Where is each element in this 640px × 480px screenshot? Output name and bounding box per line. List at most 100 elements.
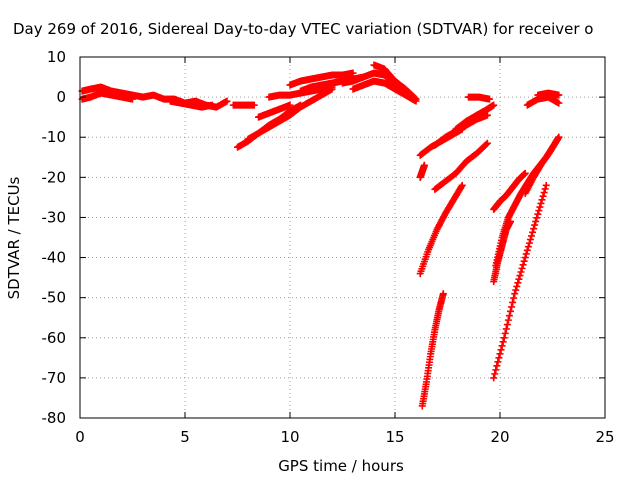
data-point-marker: [250, 101, 258, 109]
x-axis-label: GPS time / hours: [278, 457, 404, 475]
data-point-marker: [513, 282, 521, 290]
y-tick-label: -40: [42, 249, 67, 267]
chart-title: Day 269 of 2016, Sidereal Day-to-day VTE…: [13, 20, 593, 38]
data-point-marker: [490, 374, 498, 382]
data-point-marker: [486, 95, 493, 103]
data-point-marker: [555, 133, 563, 141]
data-point-marker: [208, 101, 216, 109]
data-point-marker: [500, 334, 508, 342]
data-point-marker: [503, 321, 511, 329]
data-point-marker: [490, 101, 498, 109]
data-point-marker: [129, 95, 136, 103]
data-point-marker: [496, 350, 504, 358]
data-point-marker: [349, 69, 357, 77]
data-track: [490, 181, 550, 382]
data-point-marker: [498, 342, 506, 350]
data-point-marker: [525, 239, 533, 247]
x-tick-label: 25: [595, 428, 614, 446]
data-point-marker: [511, 290, 519, 298]
grid-lines: [80, 57, 605, 418]
data-point-marker: [529, 228, 537, 236]
data-point-marker: [508, 303, 516, 311]
data-track: [166, 97, 216, 111]
y-tick-label: 10: [47, 48, 66, 66]
data-point-marker: [520, 257, 528, 265]
data-point-marker: [499, 338, 507, 346]
plot-frame: [79, 56, 606, 419]
data-track: [490, 169, 529, 213]
data-point-marker: [526, 236, 534, 244]
data-point-marker: [555, 91, 563, 99]
axis-ticks: 0 5 10 15 20 25 10 0 -10 -20 -30 -40 -50 -60 -70 -80: [42, 48, 615, 446]
data-point-marker: [223, 97, 231, 105]
data-point-marker: [458, 181, 466, 189]
data-point-marker: [532, 217, 540, 225]
data-point-marker: [537, 199, 545, 207]
data-point-marker: [522, 250, 530, 258]
data-track: [416, 161, 428, 181]
data-point-marker: [555, 99, 563, 107]
data-point-marker: [521, 254, 529, 262]
data-point-marker: [495, 354, 503, 362]
data-track: [431, 139, 491, 193]
y-tick-label: 0: [56, 88, 66, 106]
x-tick-label: 15: [385, 428, 404, 446]
data-point-marker: [518, 264, 526, 272]
data-point-marker: [493, 362, 501, 370]
y-tick-label: -10: [42, 128, 67, 146]
data-point-marker: [420, 161, 428, 169]
y-tick-label: -60: [42, 329, 67, 347]
data-track: [255, 101, 294, 121]
data-point-marker: [505, 312, 513, 320]
data-point-marker: [501, 329, 509, 337]
data-track: [452, 101, 498, 133]
y-axis-label: SDTVAR / TECUs: [5, 176, 23, 299]
data-point-marker: [494, 358, 502, 366]
data-track: [349, 77, 420, 105]
data-point-marker: [538, 196, 546, 204]
data-track: [78, 89, 136, 103]
data-point-marker: [536, 203, 544, 211]
data-track: [431, 111, 491, 149]
data-track: [286, 69, 357, 89]
data-point-marker: [519, 261, 527, 269]
y-tick-label: -80: [42, 409, 67, 427]
data-track: [465, 93, 493, 103]
data-point-marker: [509, 298, 517, 306]
x-tick-label: 0: [75, 428, 85, 446]
data-track: [416, 181, 466, 278]
data-point-marker: [439, 290, 447, 298]
data-point-marker: [411, 94, 419, 102]
data-point-marker: [507, 307, 514, 315]
data-track: [229, 101, 258, 109]
y-tick-label: -30: [42, 208, 67, 226]
data-point-marker: [524, 243, 532, 251]
data-track: [534, 89, 563, 99]
data-point-marker: [482, 140, 490, 148]
data-point-marker: [510, 294, 518, 302]
data-point-marker: [531, 221, 539, 229]
data-point-marker: [492, 366, 500, 374]
data-point-marker: [523, 246, 531, 254]
data-point-marker: [534, 210, 542, 218]
data-point-marker: [483, 139, 491, 147]
data-track: [521, 133, 563, 197]
y-tick-label: -20: [42, 168, 67, 186]
data-point-marker: [540, 189, 548, 197]
data-point-marker: [535, 207, 543, 215]
data-point-marker: [528, 232, 535, 240]
data-point-marker: [491, 370, 499, 378]
data-point-marker: [457, 183, 465, 191]
data-point-marker: [515, 275, 523, 283]
data-point-marker: [533, 214, 541, 222]
data-point-marker: [530, 225, 538, 233]
data-point-marker: [512, 286, 520, 294]
data-point-marker: [502, 325, 510, 333]
data-point-marker: [554, 135, 562, 143]
data-point-marker: [542, 181, 550, 189]
data-point-marker: [483, 111, 491, 119]
data-point-marker: [286, 101, 294, 109]
x-tick-label: 10: [280, 428, 299, 446]
data-point-marker: [514, 279, 522, 287]
